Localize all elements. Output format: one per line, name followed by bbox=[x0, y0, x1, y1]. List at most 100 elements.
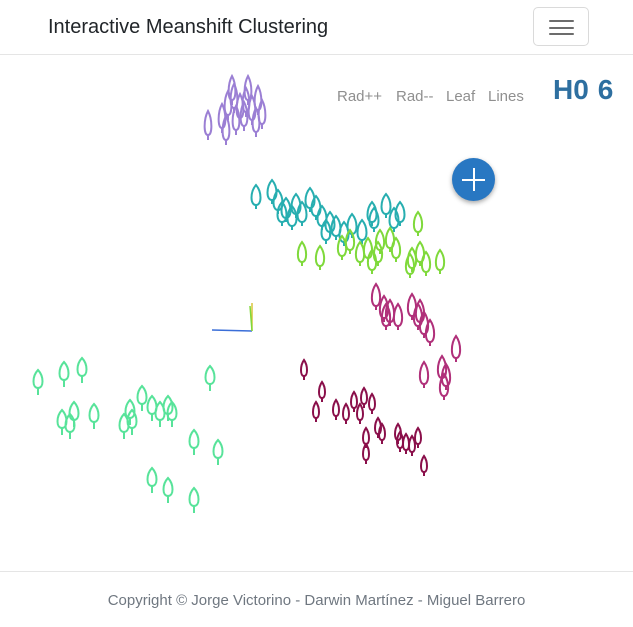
leaf-lime bbox=[384, 226, 396, 252]
rad-plus-button[interactable]: Rad++ bbox=[337, 88, 383, 105]
leaf-mint bbox=[204, 364, 216, 391]
leaf-mint bbox=[88, 402, 100, 429]
leaf-teal bbox=[356, 218, 368, 244]
rad-minus-button[interactable]: Rad-- bbox=[396, 88, 434, 105]
leaf-crimson bbox=[312, 400, 320, 422]
leaf-crimson bbox=[368, 392, 376, 414]
leaf-lime bbox=[354, 240, 366, 266]
footer: Copyright © Jorge Victorino - Darwin Mar… bbox=[0, 571, 633, 627]
cluster-canvas[interactable] bbox=[0, 56, 633, 571]
axis-z-line bbox=[249, 305, 253, 332]
leaf-mint bbox=[166, 400, 178, 427]
leaf-mint bbox=[64, 412, 76, 439]
hamburger-icon-bar bbox=[549, 33, 574, 35]
leaf-crimson bbox=[350, 390, 358, 412]
menu-toggle-button[interactable] bbox=[533, 7, 589, 46]
leaf-magenta bbox=[370, 282, 382, 310]
h0-value: 6 bbox=[597, 74, 614, 105]
h0-indicator: H0 6 bbox=[553, 74, 613, 106]
leaf-teal bbox=[330, 214, 342, 240]
leaf-magenta bbox=[440, 362, 452, 390]
leaf-magenta bbox=[380, 302, 392, 330]
leaf-crimson bbox=[414, 426, 422, 448]
leaf-teal bbox=[388, 206, 400, 232]
leaf-mint bbox=[126, 408, 138, 435]
leaf-teal bbox=[394, 200, 406, 226]
leaf-teal bbox=[380, 192, 392, 218]
leaf-purple bbox=[243, 73, 253, 105]
leaf-purple bbox=[203, 108, 213, 140]
leaf-magenta bbox=[392, 302, 404, 330]
leaf-lime bbox=[390, 236, 402, 262]
leaf-teal bbox=[366, 200, 378, 226]
leaf-crimson bbox=[396, 430, 404, 452]
leaf-magenta bbox=[414, 298, 426, 326]
leaf-mint bbox=[188, 486, 200, 513]
leaf-crimson bbox=[378, 422, 386, 444]
leaf-magenta bbox=[412, 302, 424, 330]
leaf-magenta bbox=[418, 310, 430, 338]
leaf-button[interactable]: Leaf bbox=[446, 88, 476, 105]
leaf-mint bbox=[212, 438, 224, 465]
leaf-purple bbox=[251, 105, 261, 137]
leaf-magenta bbox=[424, 318, 436, 346]
leaf-mint bbox=[76, 356, 88, 383]
leaf-teal bbox=[310, 194, 322, 220]
leaf-crimson bbox=[318, 380, 326, 402]
leaf-lime bbox=[374, 228, 386, 254]
leaf-lime bbox=[344, 228, 356, 254]
leaf-lime bbox=[296, 240, 308, 266]
leaf-crimson bbox=[300, 358, 308, 380]
leaf-magenta bbox=[418, 360, 430, 388]
navbar: Interactive Meanshift Clustering bbox=[0, 0, 633, 55]
leaf-lime bbox=[314, 244, 326, 270]
leaf-mint bbox=[162, 476, 174, 503]
leaf-mint bbox=[124, 398, 136, 425]
leaf-magenta bbox=[438, 372, 450, 400]
copyright-text: Copyright © Jorge Victorino - Darwin Mar… bbox=[107, 592, 526, 609]
leaf-crimson bbox=[356, 402, 364, 424]
leaf-teal bbox=[368, 206, 380, 232]
leaf-teal bbox=[320, 218, 332, 244]
leaf-purple bbox=[227, 73, 237, 105]
leaf-magenta bbox=[406, 292, 418, 320]
axis-x-line bbox=[211, 329, 253, 332]
leaf-teal bbox=[250, 183, 262, 209]
h0-label: H0 bbox=[553, 74, 589, 105]
leaf-mint bbox=[136, 384, 148, 411]
leaf-lime bbox=[434, 248, 446, 274]
leaf-crimson bbox=[360, 386, 368, 408]
leaf-crimson bbox=[420, 454, 428, 476]
leaf-mint bbox=[146, 466, 158, 493]
leaf-lime bbox=[420, 250, 432, 276]
leaf-purple bbox=[257, 97, 267, 129]
leaf-teal bbox=[296, 200, 308, 226]
leaf-teal bbox=[304, 186, 316, 212]
leaf-lime bbox=[414, 240, 426, 266]
leaf-crimson bbox=[342, 402, 350, 424]
leaf-lime bbox=[412, 210, 424, 236]
leaf-lime bbox=[366, 248, 378, 274]
leaf-lime bbox=[372, 240, 384, 266]
leaf-teal bbox=[276, 200, 288, 226]
leaf-purple bbox=[241, 85, 251, 117]
leaf-purple bbox=[239, 99, 249, 131]
plus-icon-stroke bbox=[472, 168, 475, 191]
leaf-teal bbox=[266, 178, 278, 204]
leaf-lime bbox=[336, 234, 348, 260]
leaf-lime bbox=[404, 252, 416, 278]
hamburger-icon bbox=[549, 20, 574, 22]
leaf-mint bbox=[188, 428, 200, 455]
leaf-teal bbox=[286, 204, 298, 230]
leaf-mint bbox=[56, 408, 68, 435]
leaf-purple bbox=[231, 103, 241, 135]
hamburger-icon-bar bbox=[549, 26, 574, 29]
leaf-mint bbox=[32, 368, 44, 395]
leaf-purple bbox=[221, 113, 231, 145]
brand-title[interactable]: Interactive Meanshift Clustering bbox=[48, 16, 329, 38]
add-button[interactable] bbox=[452, 158, 495, 201]
leaf-crimson bbox=[362, 442, 370, 464]
leaf-mint bbox=[146, 394, 158, 421]
leaf-mint bbox=[58, 360, 70, 387]
lines-button[interactable]: Lines bbox=[488, 88, 524, 105]
